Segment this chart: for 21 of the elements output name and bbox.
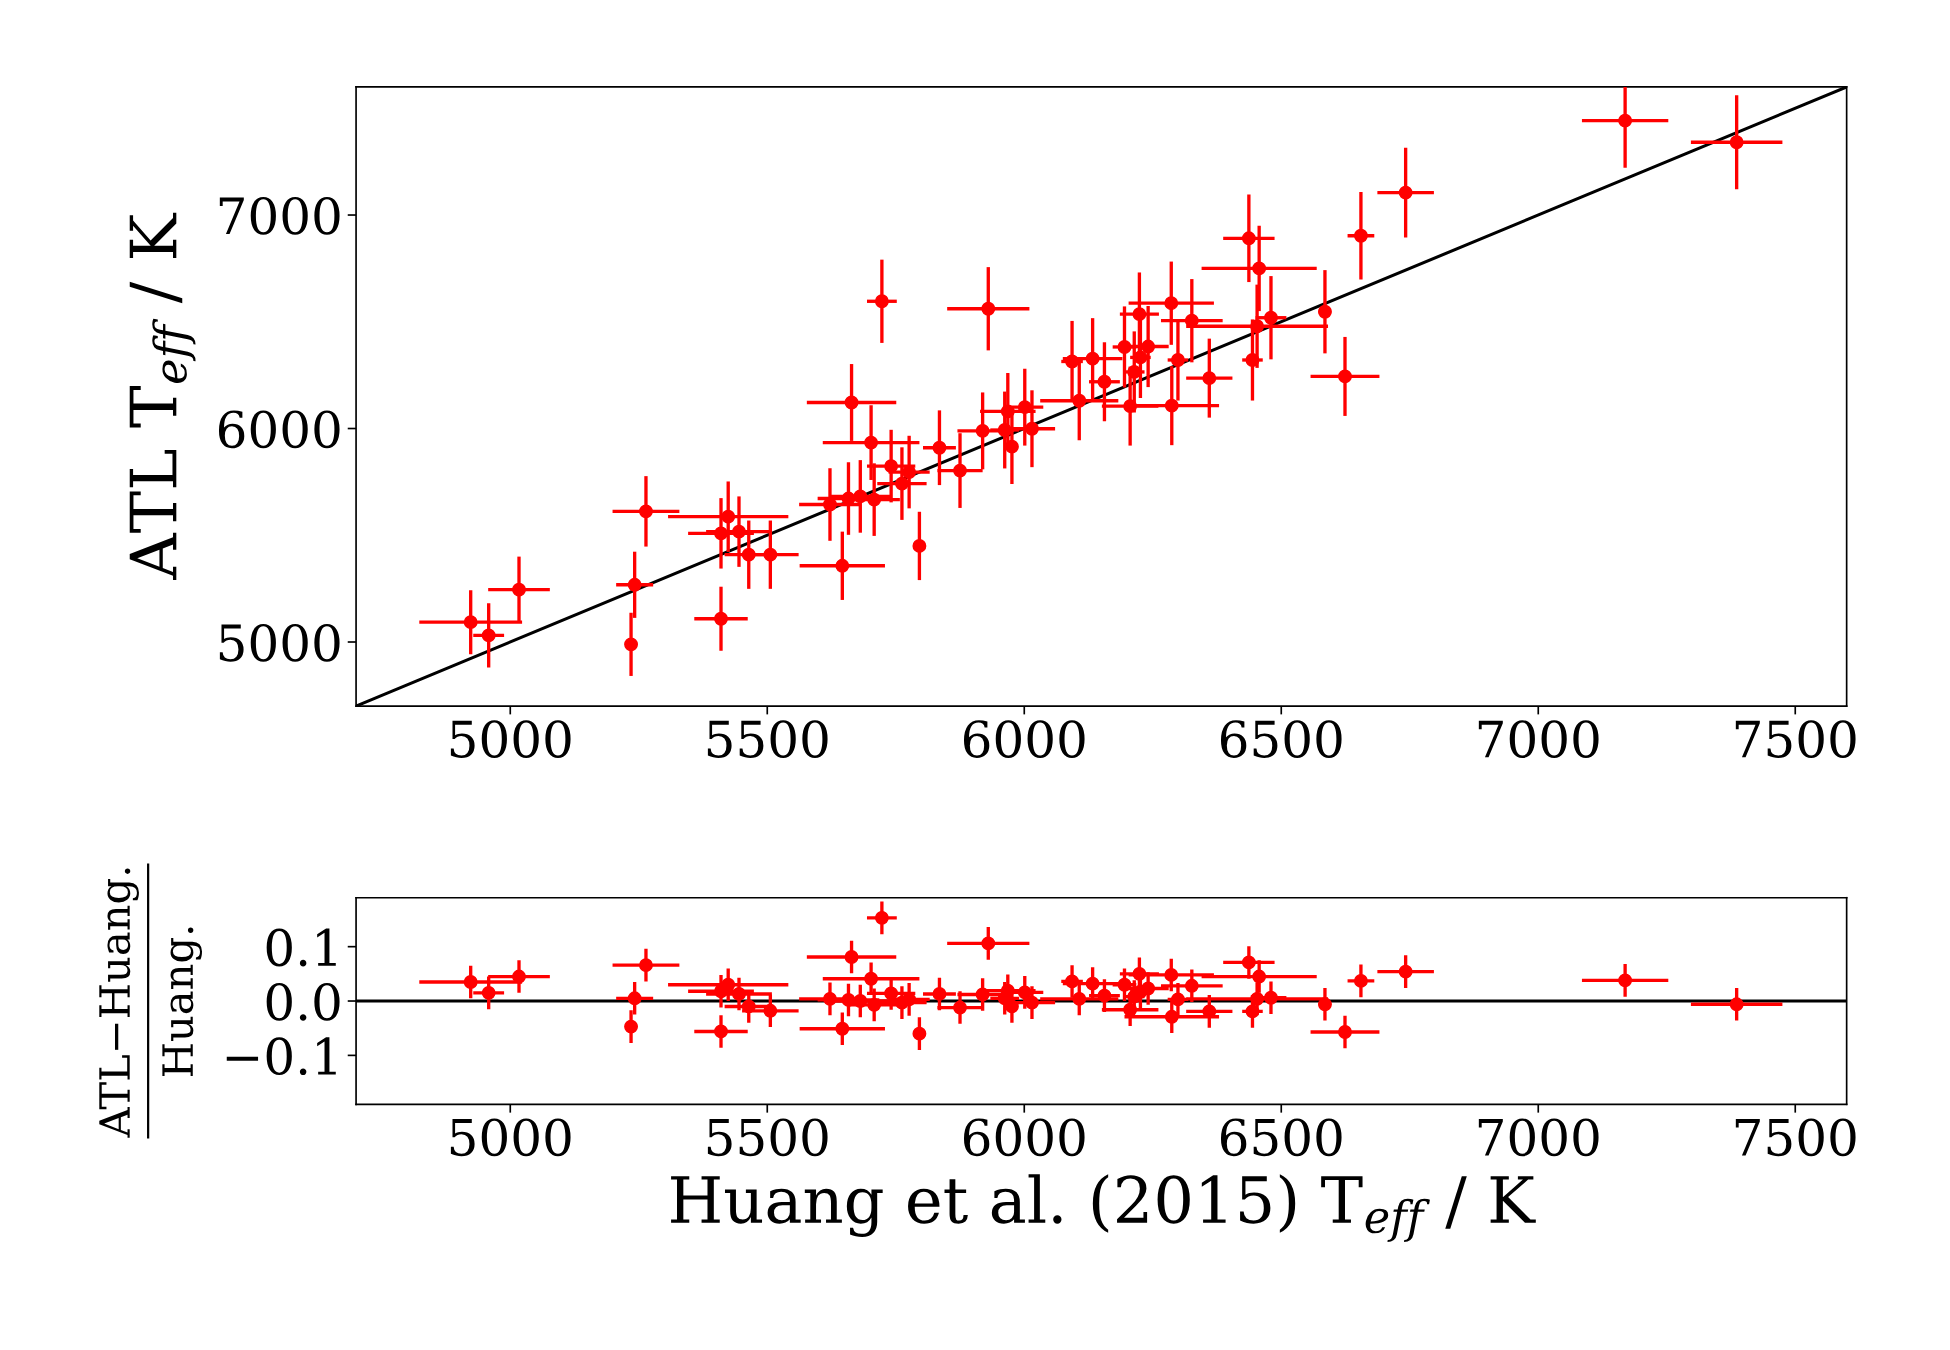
x-tick-label: 6000 — [963, 720, 1085, 758]
x-tick-label: 7500 — [1735, 720, 1856, 758]
y-tick-label: −0.1 — [226, 1037, 336, 1076]
x-tick-label: 5500 — [707, 1118, 828, 1157]
x-tick-label: 7000 — [1478, 720, 1599, 758]
y-tick-label: 0.0 — [266, 982, 340, 1021]
x-tick-label: 6500 — [1220, 1118, 1342, 1157]
y-tick-label: 5000 — [219, 623, 340, 662]
y-axis-title: ATL T$_{eff}$ / K — [129, 212, 196, 580]
y-axis-title: ATL−Huang. Huang. — [99, 868, 203, 1138]
x-tick-label: 5000 — [450, 720, 571, 758]
x-tick-label: 5000 — [450, 1118, 571, 1157]
x-tick-label: 6000 — [963, 1118, 1085, 1157]
x-tick-label: 5500 — [707, 720, 828, 758]
x-tick-label: 7500 — [1735, 1118, 1856, 1157]
x-axis-title: Huang et al. (2015) T$_{eff}$ / K — [671, 1174, 1536, 1243]
x-tick-label: 6500 — [1220, 720, 1342, 758]
y-tick-label: 7000 — [219, 196, 340, 235]
y-tick-label: 0.1 — [266, 928, 336, 967]
y-tick-label: 6000 — [218, 410, 340, 449]
x-tick-label: 7000 — [1478, 1118, 1599, 1157]
